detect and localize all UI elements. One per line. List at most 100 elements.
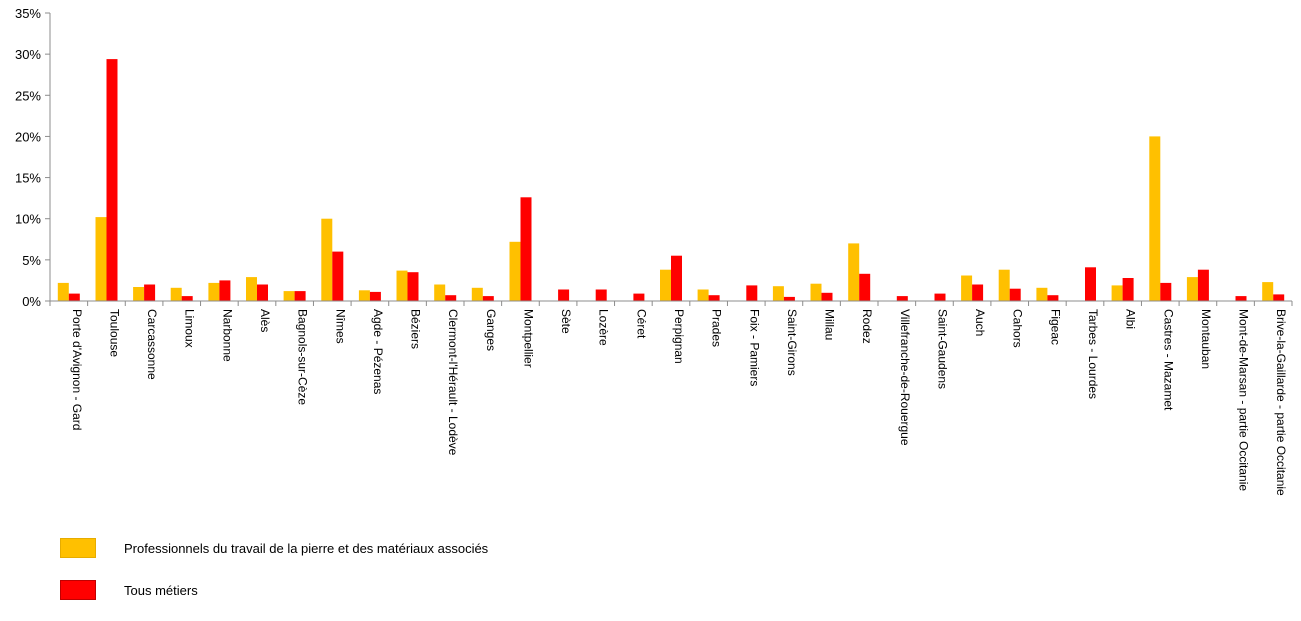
bar-series-2 [1273, 294, 1285, 301]
bar-series-1 [57, 282, 69, 301]
x-tick-label: Carcassonne [145, 309, 159, 380]
bar-series-2 [219, 280, 231, 301]
bar-series-1 [170, 287, 182, 301]
x-tick-label: Castres - Mazamet [1161, 309, 1175, 411]
bar-series-2 [972, 284, 984, 301]
bar-series-1 [434, 284, 446, 301]
x-tick-label: Nîmes [333, 309, 347, 344]
bar-series-2 [257, 284, 268, 301]
bar-series-2 [671, 255, 682, 301]
x-axis: Porte d'Avignon - Gard Toulouse Carcassonn… [49, 300, 1293, 496]
bar-series-2 [1009, 288, 1021, 301]
bar-series-2 [708, 295, 720, 301]
bar-series-1 [848, 243, 860, 301]
bar-chart: 0% 5% 10% 15% 20% 25% 30% 35% Porte d'Avignon -… [15, 6, 1293, 496]
x-tick-label: Auch [973, 309, 987, 336]
x-tick-label: Montpellier [522, 309, 536, 368]
bar-series-2 [821, 292, 833, 301]
x-tick-label: Bagnols-sur-Cèze [296, 309, 310, 405]
y-tick-label: 30% [15, 47, 41, 62]
bar-series-2 [407, 272, 419, 301]
bar-series-1 [1111, 285, 1123, 301]
y-tick-label: 15% [15, 171, 41, 186]
x-tick-label: Villefranche-de-Rouergue [898, 309, 912, 446]
bar-series-1 [208, 282, 220, 301]
bar-series-2 [332, 251, 344, 301]
y-tick-label: 20% [15, 129, 41, 144]
bar-series-2 [1085, 267, 1096, 301]
x-tick-label: Alès [258, 309, 272, 332]
bar-series-2 [68, 293, 80, 301]
bar-series-2 [181, 296, 193, 301]
x-tick-label: Mont-de-Marsan - partie Occitanie [1237, 309, 1251, 491]
x-tick-label: Porte d'Avignon - Gard [70, 309, 84, 430]
bar-series-1 [133, 287, 145, 301]
bar-series-2 [482, 296, 494, 301]
y-tick-label: 5% [22, 253, 41, 268]
legend: Professionnels du travail de la pierre e… [60, 537, 488, 621]
bar-series-1 [810, 283, 822, 301]
x-tick-label: Agde - Pézenas [371, 309, 385, 394]
bar-series-1 [283, 291, 295, 301]
bar-series-2 [595, 289, 607, 301]
x-tick-label: Foix - Pamiers [747, 309, 761, 386]
x-tick-label: Albi [1124, 309, 1138, 329]
bar-series-2 [896, 296, 908, 301]
x-tick-label: Prades [710, 309, 724, 347]
bar-series-2 [294, 291, 306, 301]
bar-series-1 [1149, 136, 1161, 301]
bar-series-2 [558, 289, 570, 301]
x-tick-label: Sète [559, 309, 573, 334]
bar-series-2 [144, 284, 156, 301]
x-tick-label: Tarbes - Lourdes [1086, 309, 1100, 399]
x-tick-label: Montauban [1199, 309, 1213, 369]
x-tick-label: Figeac [1048, 309, 1062, 345]
bar-series-1 [471, 287, 483, 301]
bar-series-1 [697, 289, 709, 301]
bar-series-2 [934, 293, 946, 301]
legend-swatch-series-2 [60, 580, 96, 600]
bar-series-1 [95, 217, 107, 301]
bar-series-1 [961, 275, 973, 301]
bar-series-1 [1262, 282, 1274, 301]
legend-label-series-1: Professionnels du travail de la pierre e… [124, 540, 489, 556]
bar-series-2 [783, 296, 795, 301]
bar-series-2 [746, 285, 758, 301]
bar-series-1 [660, 269, 671, 301]
bar-series-2 [520, 197, 532, 301]
x-tick-label: Millau [823, 309, 837, 340]
bar-series-1 [1186, 277, 1198, 301]
legend-label-series-2: Tous métiers [124, 582, 198, 598]
legend-item-series-2: Tous métiers [60, 579, 488, 601]
bar-series-1 [396, 270, 408, 301]
y-tick-label: 10% [15, 212, 41, 227]
x-tick-label: Béziers [409, 309, 423, 349]
x-tick-label: Brive-la-Gaillarde - partie Occitanie [1274, 309, 1288, 496]
y-tick-label: 0% [22, 294, 41, 309]
bar-series-2 [369, 291, 381, 301]
bar-series-2 [106, 59, 118, 301]
x-tick-label: Saint-Girons [785, 309, 799, 376]
bar-series-1 [246, 277, 257, 301]
y-tick-label: 25% [15, 88, 41, 103]
x-tick-label: Toulouse [108, 309, 122, 357]
bar-series-2 [1160, 282, 1172, 301]
bars [57, 59, 1285, 301]
x-tick-label: Clermont-l'Hérault - Lodève [446, 309, 460, 456]
x-tick-label: Lozère [597, 309, 611, 346]
bar-series-2 [859, 273, 871, 301]
legend-item-series-1: Professionnels du travail de la pierre e… [60, 537, 488, 559]
bar-series-2 [1122, 278, 1134, 301]
bar-series-1 [1036, 287, 1048, 301]
legend-swatch-series-1 [60, 538, 96, 558]
bar-series-2 [1047, 295, 1059, 301]
bar-series-1 [998, 269, 1010, 301]
x-tick-label: Céret [634, 309, 648, 339]
y-axis: 0% 5% 10% 15% 20% 25% 30% 35% [15, 6, 51, 309]
x-tick-label: Saint-Gaudens [936, 309, 950, 389]
x-tick-label: Ganges [484, 309, 498, 351]
x-tick-label: Cahors [1011, 309, 1025, 348]
bar-series-2 [633, 293, 645, 301]
y-tick-label: 35% [15, 6, 41, 21]
bar-series-2 [445, 295, 457, 301]
